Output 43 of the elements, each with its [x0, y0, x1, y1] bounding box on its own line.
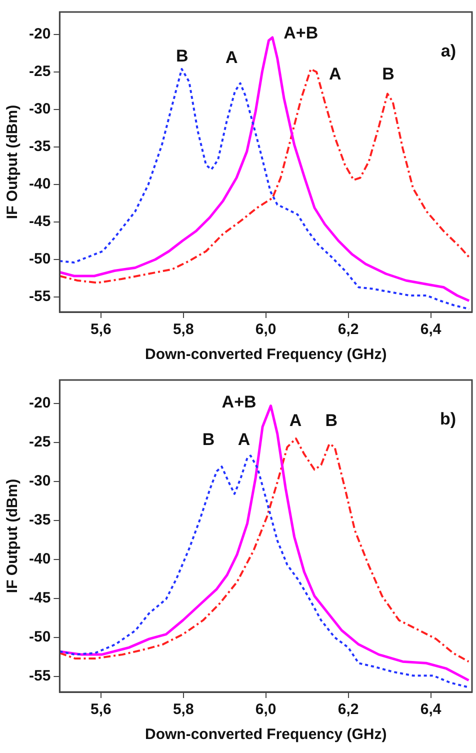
x-tick-label: 6,2: [338, 321, 359, 338]
annotation: a): [440, 42, 456, 61]
annotation: A+B: [284, 24, 318, 43]
x-tick-label: 6,0: [255, 321, 276, 338]
y-tick-label: -30: [28, 100, 51, 118]
annotation: A: [225, 48, 238, 68]
x-axis-title: Down-converted Frequency (GHz): [144, 346, 387, 364]
x-tick-label: 6,4: [420, 321, 442, 338]
y-tick-label: -25: [28, 434, 51, 451]
y-tick-label: -20: [28, 394, 51, 412]
annotation: B: [382, 64, 394, 84]
x-tick-label: 6,2: [338, 701, 359, 718]
x-axis-title: Down-converted Frequency (GHz): [144, 726, 387, 744]
y-tick-label: -40: [28, 176, 51, 193]
x-tick-label: 5,8: [172, 701, 194, 718]
annotation: B: [176, 46, 188, 66]
y-tick-label: -35: [28, 512, 51, 529]
x-tick-label: 6,4: [420, 701, 442, 718]
y-tick-label: -30: [28, 472, 51, 490]
annotation: B: [202, 430, 215, 449]
y-tick-label: -50: [28, 628, 51, 646]
y-tick-label: -50: [28, 250, 51, 268]
y-tick-label: -45: [28, 213, 51, 230]
x-tick-label: 6,0: [255, 701, 276, 718]
y-tick-label: -40: [28, 550, 51, 568]
x-tick-label: 5,6: [90, 701, 112, 718]
y-tick-label: -20: [28, 26, 51, 43]
y-axis-title: IF Output (dBm): [4, 104, 22, 220]
line-series: [60, 454, 470, 688]
x-tick-label: 5,8: [172, 321, 194, 338]
y-tick-label: -45: [28, 590, 51, 607]
annotation: A: [289, 411, 302, 430]
annotation: A+B: [222, 392, 256, 412]
annotation: A: [238, 430, 250, 449]
y-tick-label: -55: [28, 668, 51, 685]
y-axis-title: IF Output (dBm): [4, 478, 22, 594]
y-tick-label: -55: [28, 288, 51, 306]
annotation: A: [328, 64, 342, 84]
x-tick-label: 5,6: [90, 321, 112, 338]
y-tick-label: -35: [28, 138, 51, 156]
annotation: B: [325, 411, 338, 430]
annotation: b): [440, 410, 456, 429]
y-tick-label: -25: [28, 63, 51, 80]
